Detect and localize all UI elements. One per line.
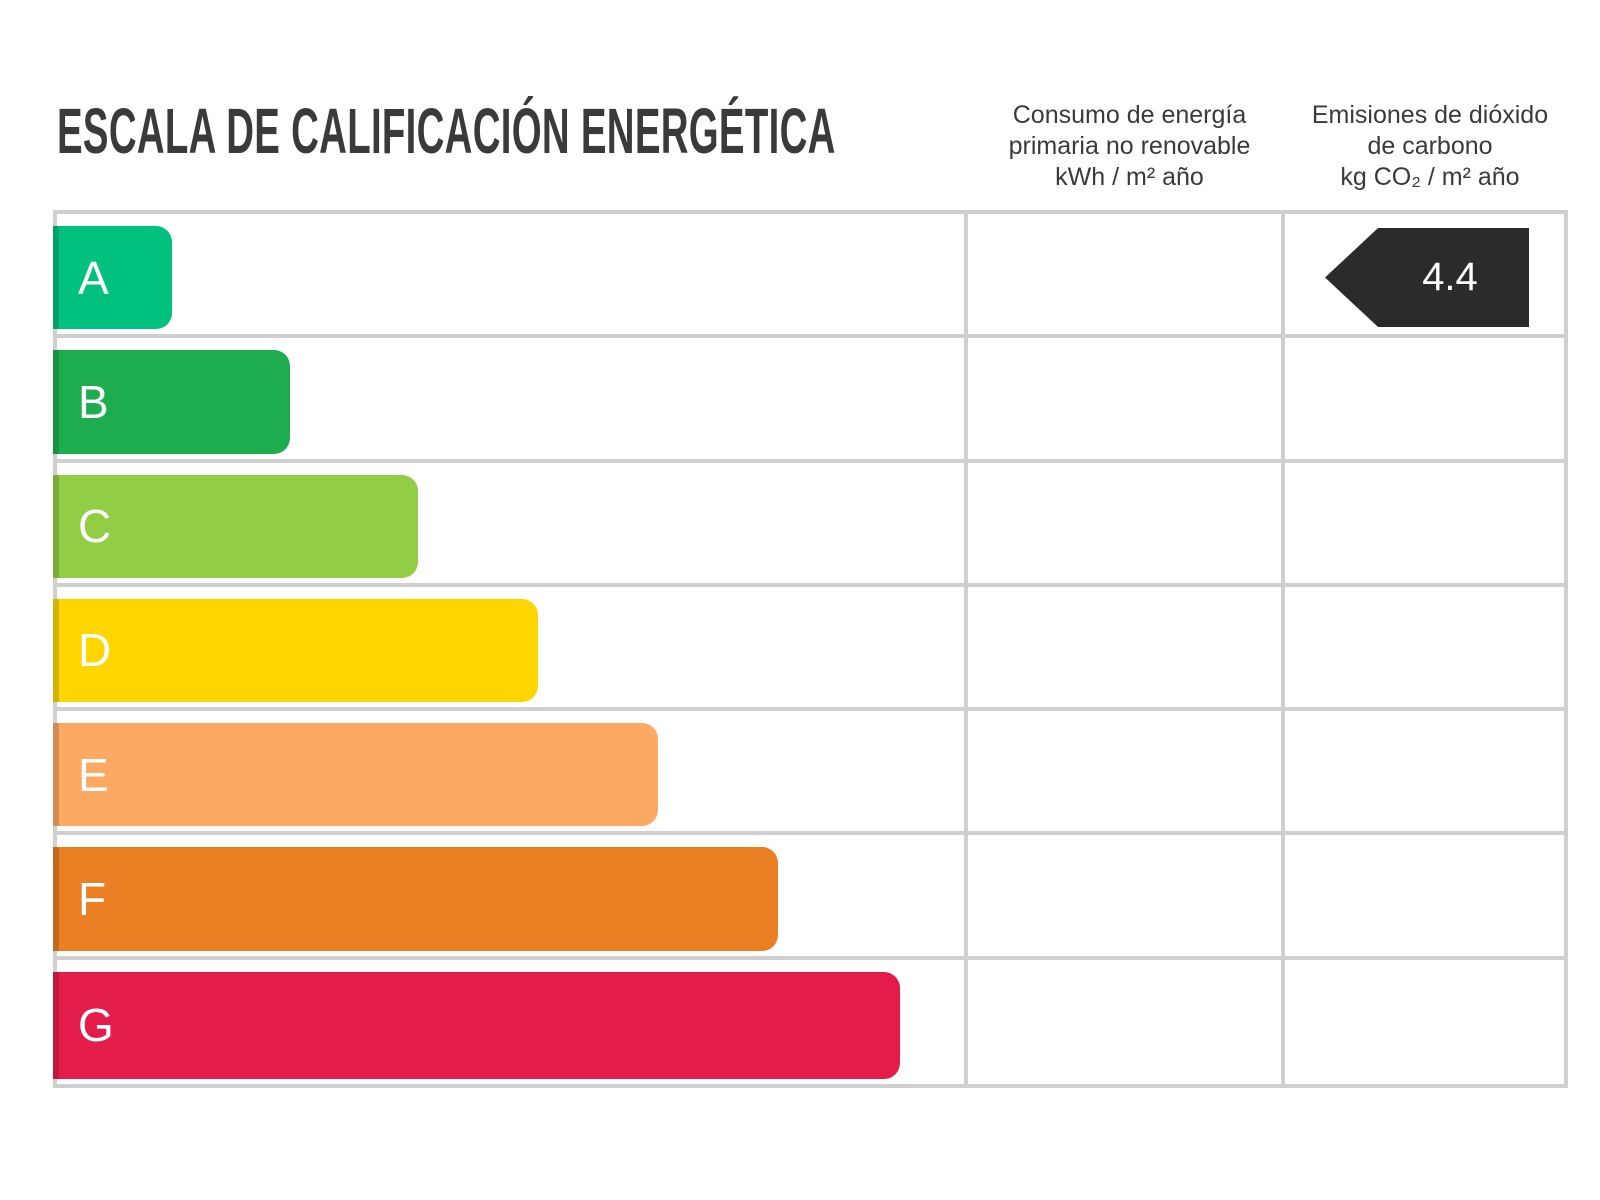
grade-row-g: G (53, 959, 1564, 1084)
grade-bar-cell: D (53, 586, 968, 708)
grade-row-c: C (53, 462, 1564, 587)
consumption-cell (968, 959, 1285, 1084)
grade-bar-cell: F (53, 835, 968, 956)
grade-label: D (78, 624, 112, 677)
grade-bar: A (53, 226, 172, 330)
grade-bar-cell: C (53, 462, 968, 583)
emissions-cell (1285, 960, 1564, 1084)
emissions-pointer: 4.4 (1325, 228, 1529, 327)
grade-row-d: D (53, 586, 1564, 712)
grade-bar: D (53, 598, 538, 703)
grade-bar: B (53, 350, 290, 454)
grade-bar: C (53, 474, 418, 578)
grade-bar-cell: G (53, 959, 968, 1084)
grade-row-a: A 4.4 (53, 214, 1564, 339)
grade-bar: F (53, 847, 778, 951)
grade-label: C (78, 500, 112, 553)
consumption-cell (968, 214, 1285, 335)
grade-label: B (78, 375, 109, 428)
consumption-cell (968, 338, 1285, 459)
consumption-cell (968, 462, 1285, 583)
grade-bar: E (53, 723, 658, 827)
column-header-consumption-line3: kWh / m² año (1055, 163, 1204, 191)
emissions-cell (1285, 338, 1564, 458)
emissions-cell (1285, 835, 1564, 955)
grade-row-e: E (53, 711, 1564, 836)
grade-label: F (78, 873, 107, 926)
emissions-cell (1285, 463, 1564, 583)
emissions-cell: 4.4 (1285, 214, 1564, 334)
grade-bar-cell: A (53, 214, 968, 335)
column-header-consumption: Consumo de energía primaria no renovable… (958, 100, 1301, 193)
emissions-pointer-value: 4.4 (1422, 255, 1478, 299)
grade-bar-cell: E (53, 711, 968, 832)
grade-label: G (78, 999, 114, 1052)
page-title: ESCALA DE CALIFICACIÓN ENERGÉTICA (57, 95, 836, 167)
column-header-emissions-line2: de carbono (1367, 132, 1493, 160)
column-header-consumption-line2: primaria no renovable (1008, 132, 1251, 160)
emissions-cell (1285, 587, 1564, 707)
grade-row-f: F (53, 835, 1564, 960)
column-header-emissions: Emisiones de dióxido de carbono kg CO₂ /… (1284, 100, 1576, 193)
consumption-cell (968, 586, 1285, 708)
consumption-cell (968, 835, 1285, 956)
column-header-emissions-line1: Emisiones de dióxido (1311, 101, 1549, 129)
column-header-emissions-line3: kg CO₂ / m² año (1340, 163, 1520, 191)
grade-bar-cell: B (53, 338, 968, 459)
grade-row-b: B (53, 338, 1564, 463)
grade-label: A (78, 251, 109, 304)
energy-rating-table: A 4.4 B C D (53, 210, 1568, 1088)
grade-label: E (78, 748, 109, 801)
consumption-cell (968, 711, 1285, 832)
column-header-consumption-line1: Consumo de energía (1012, 101, 1247, 129)
emissions-cell (1285, 711, 1564, 831)
grade-bar: G (53, 971, 900, 1079)
